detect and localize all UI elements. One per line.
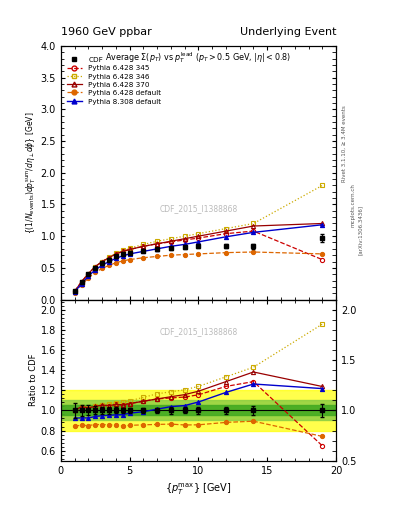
Text: [arXiv:1306.3436]: [arXiv:1306.3436] — [358, 205, 363, 255]
Text: mcplots.cern.ch: mcplots.cern.ch — [351, 183, 356, 227]
Y-axis label: $\{(1/N_{\rm events}) dp_T^{\rm sum}/d\eta_\perp d\phi\}$ [GeV]: $\{(1/N_{\rm events}) dp_T^{\rm sum}/d\e… — [24, 112, 38, 234]
X-axis label: $\{p_T^{\rm max}\}$ [GeV]: $\{p_T^{\rm max}\}$ [GeV] — [165, 481, 232, 497]
Text: Underlying Event: Underlying Event — [239, 27, 336, 37]
Text: CDF_2015_I1388868: CDF_2015_I1388868 — [159, 204, 238, 213]
Text: CDF_2015_I1388868: CDF_2015_I1388868 — [159, 327, 238, 336]
Text: Rivet 3.1.10, ≥ 3.4M events: Rivet 3.1.10, ≥ 3.4M events — [342, 105, 347, 182]
Text: Average $\Sigma(p_T)$ vs $p_T^{\rm lead}$ ($p_T > 0.5$ GeV, $|\eta| < 0.8$): Average $\Sigma(p_T)$ vs $p_T^{\rm lead}… — [105, 50, 292, 65]
Text: 1960 GeV ppbar: 1960 GeV ppbar — [61, 27, 152, 37]
Legend: CDF, Pythia 6.428 345, Pythia 6.428 346, Pythia 6.428 370, Pythia 6.428 default,: CDF, Pythia 6.428 345, Pythia 6.428 346,… — [64, 54, 164, 108]
Y-axis label: Ratio to CDF: Ratio to CDF — [29, 354, 38, 407]
